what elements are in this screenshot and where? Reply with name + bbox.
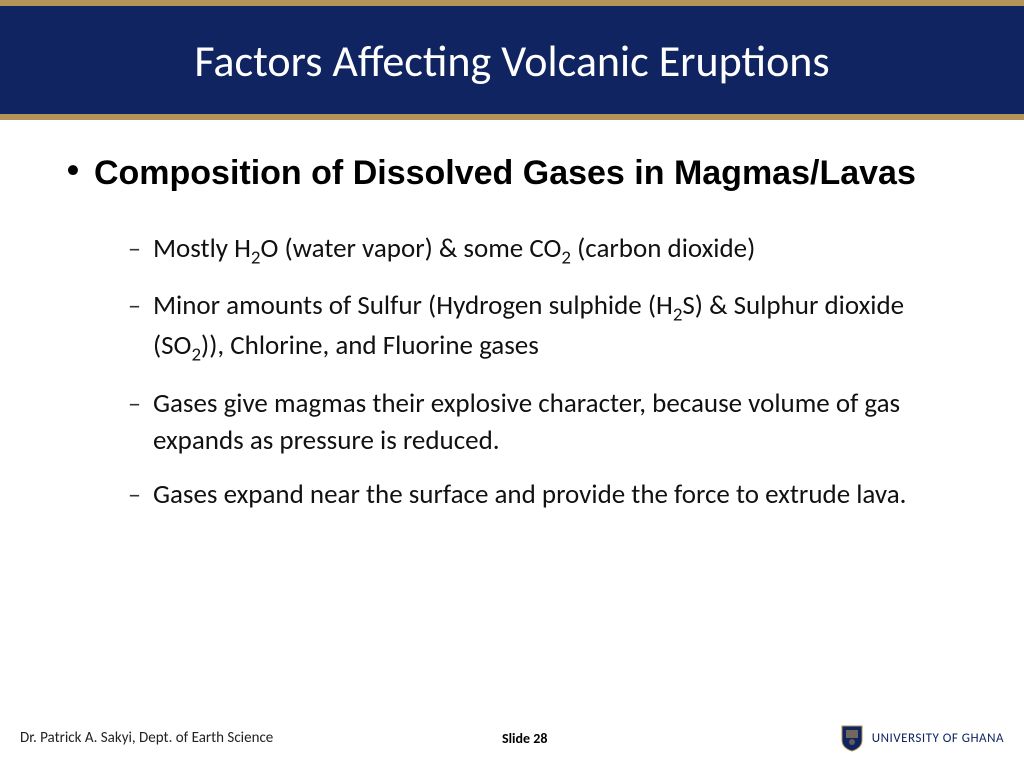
main-bullet: • Composition of Dissolved Gases in Magm… <box>60 152 964 195</box>
sub-bullet-text: Mostly H2O (water vapor) & some CO2 (car… <box>153 231 755 271</box>
slide-content: • Composition of Dissolved Gases in Magm… <box>0 120 1024 514</box>
sub-bullet-text: Gases expand near the surface and provid… <box>153 477 907 513</box>
footer-author: Dr. Patrick A. Sakyi, Dept. of Earth Sci… <box>20 729 273 747</box>
university-name: UNIVERSITY OF GHANA <box>872 731 1004 746</box>
dash-icon: – <box>128 231 141 266</box>
dash-icon: – <box>128 477 141 512</box>
dash-icon: – <box>128 288 141 323</box>
footer-slide-number: Slide 28 <box>502 730 547 747</box>
university-crest-icon <box>840 724 864 752</box>
bullet-dot-icon: • <box>66 152 80 186</box>
sub-bullet-item: – Minor amounts of Sulfur (Hydrogen sulp… <box>128 288 952 368</box>
sub-bullet-item: – Gases give magmas their explosive char… <box>128 386 952 459</box>
footer-university: UNIVERSITY OF GHANA <box>840 724 1004 752</box>
slide-header: Factors Affecting Volcanic Eruptions <box>0 0 1024 120</box>
sub-bullet-item: – Gases expand near the surface and prov… <box>128 477 952 513</box>
main-bullet-text: Composition of Dissolved Gases in Magmas… <box>94 152 916 195</box>
sub-bullet-text: Gases give magmas their explosive charac… <box>153 386 952 459</box>
slide-footer: Dr. Patrick A. Sakyi, Dept. of Earth Sci… <box>0 724 1024 752</box>
dash-icon: – <box>128 386 141 421</box>
sub-bullet-list: – Mostly H2O (water vapor) & some CO2 (c… <box>60 231 964 514</box>
sub-bullet-text: Minor amounts of Sulfur (Hydrogen sulphi… <box>153 288 952 368</box>
sub-bullet-item: – Mostly H2O (water vapor) & some CO2 (c… <box>128 231 952 271</box>
title-bar: Factors Affecting Volcanic Eruptions <box>0 6 1024 114</box>
slide-title: Factors Affecting Volcanic Eruptions <box>40 34 984 88</box>
